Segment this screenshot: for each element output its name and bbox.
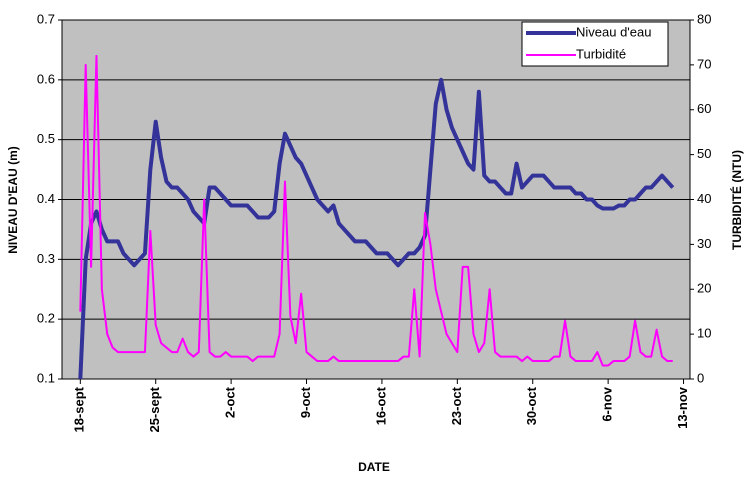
y2-tick-label: 70 — [697, 56, 711, 71]
y2-axis-title: TURBIDITÉ (NTU) — [729, 150, 744, 250]
x-tick-label: 23-oct — [449, 386, 464, 425]
y2-tick-label: 20 — [697, 281, 711, 296]
y2-tick-label: 80 — [697, 11, 711, 26]
x-tick-label: 18-sept — [72, 386, 87, 432]
x-tick-label: 2-oct — [223, 386, 238, 418]
y2-tick-label: 10 — [697, 326, 711, 341]
y-tick-label: 0.4 — [37, 191, 55, 206]
x-tick-label: 16-oct — [373, 386, 388, 425]
x-tick-label: 30-oct — [524, 386, 539, 425]
y-axis-title: NIVEAU D'EAU (m) — [6, 146, 20, 254]
y2-tick-label: 60 — [697, 101, 711, 116]
y2-tick-label: 50 — [697, 146, 711, 161]
y-tick-label: 0.1 — [37, 370, 55, 385]
y-tick-label: 0.3 — [37, 251, 55, 266]
x-tick-label: 13-nov — [675, 386, 690, 429]
x-tick-label: 6-nov — [600, 386, 615, 421]
x-axis-title: DATE — [358, 460, 390, 474]
y2-tick-label: 40 — [697, 191, 711, 206]
x-tick-label: 9-oct — [298, 386, 313, 418]
y2-tick-label: 0 — [697, 370, 704, 385]
legend-label: Niveau d'eau — [576, 24, 651, 39]
y-tick-label: 0.6 — [37, 71, 55, 86]
series-line — [78, 77, 675, 380]
y-tick-label: 0.2 — [37, 311, 55, 326]
y2-tick-label: 30 — [697, 236, 711, 251]
legend-box — [521, 21, 669, 67]
x-tick-label: 25-sept — [147, 386, 162, 432]
series-line — [79, 54, 673, 367]
legend-label: Turbidité — [576, 46, 626, 61]
y-tick-label: 0.7 — [37, 11, 55, 26]
y-tick-label: 0.5 — [37, 131, 55, 146]
